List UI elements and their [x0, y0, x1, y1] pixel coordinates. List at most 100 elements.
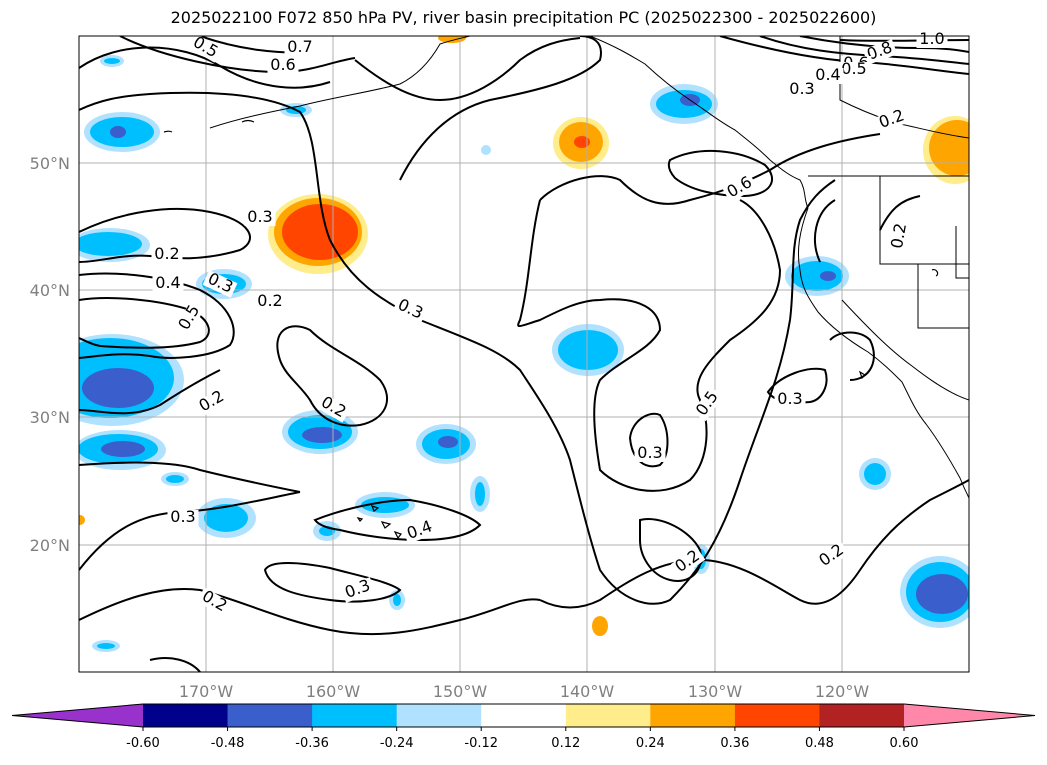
- colorbar-segment: [481, 704, 567, 727]
- colorbar: -0.60 -0.48 -0.36 -0.24 -0.12 0.12 0.24 0.36 0.4…: [11, 703, 1036, 751]
- contour-label: 0.3: [777, 389, 802, 408]
- lat-tick-label: 40°N: [30, 281, 70, 300]
- contour-label-bg: [254, 294, 286, 310]
- coastlines: [209, 36, 969, 499]
- precip-blob: [79, 430, 166, 470]
- colorbar-tick-label: 0.24: [636, 736, 665, 751]
- colorbar-extend-high: [904, 704, 1035, 727]
- precip-blob: [923, 116, 969, 184]
- precip-blob: [268, 194, 368, 274]
- contour-label-bg: [692, 386, 724, 422]
- colorbar-segment: [143, 704, 229, 727]
- grid-lines: [79, 36, 969, 672]
- contour-label: 0.4: [155, 273, 180, 292]
- precip-blob: [481, 145, 491, 155]
- colorbar-segment: [819, 704, 905, 727]
- precip-blob: [161, 472, 189, 486]
- precip-blob: [313, 521, 341, 541]
- lat-tick-label: 50°N: [30, 154, 70, 173]
- precip-blob: [553, 117, 609, 169]
- precip-blob: [196, 498, 256, 538]
- contour-label: 0.6: [270, 55, 295, 74]
- contour-label: 0.3: [170, 507, 195, 526]
- precip-blob: [79, 228, 150, 262]
- contour-label: 1.0: [919, 29, 944, 48]
- lon-tick-label: 150°W: [433, 682, 488, 701]
- contour-label: 0.3: [247, 207, 272, 226]
- colorbar-tick-label: 0.12: [551, 736, 580, 751]
- contour-label-bg: [196, 587, 232, 617]
- pv-contours: [79, 36, 969, 672]
- precip-blob: [859, 458, 891, 490]
- contour-label-bg: [774, 392, 806, 408]
- colorbar-segment: [227, 704, 313, 727]
- latitude-labels: 50°N 40°N 30°N 20°N: [30, 154, 70, 555]
- lon-tick-label: 140°W: [560, 682, 615, 701]
- contour-label: 0.2: [154, 244, 179, 263]
- colorbar-segment: [565, 704, 651, 727]
- colorbar-tick-label: -0.48: [211, 736, 245, 751]
- colorbar-segment: [396, 704, 482, 727]
- contour-label-bg: [194, 387, 230, 417]
- contour-label-bg: [874, 107, 910, 133]
- contour-label: 0.3: [789, 79, 814, 98]
- colorbar-tick-label: -0.24: [380, 736, 414, 751]
- precip-blob: [100, 55, 124, 67]
- lon-tick-label: 120°W: [815, 682, 870, 701]
- contour-label: 0.5: [841, 59, 866, 78]
- precip-blob: [79, 515, 85, 525]
- precip-blob: [84, 112, 160, 152]
- contour-label-bg: [670, 546, 706, 578]
- contour-label-bg: [202, 270, 238, 298]
- contour-label-bg: [315, 393, 351, 423]
- contour-label-bg: [175, 300, 205, 336]
- contour-label-bg: [244, 210, 276, 226]
- contour-label-bg: [889, 219, 911, 253]
- precip-blob: [650, 84, 718, 124]
- contour-label: 0.2: [257, 291, 282, 310]
- contour-label-bg: [722, 173, 758, 203]
- contour-label-bg: [838, 62, 870, 78]
- colorbar-tick-label: 0.48: [805, 736, 834, 751]
- contour-label-bg: [167, 510, 199, 526]
- colorbar-extend-low: [12, 704, 143, 727]
- island-outlines: [163, 119, 939, 540]
- precip-blob: [438, 36, 466, 43]
- contour-label-bg: [812, 68, 844, 84]
- contour-label-bg: [152, 276, 184, 292]
- colorbar-tick-label: 0.60: [890, 736, 919, 751]
- contour-label-bg: [151, 247, 183, 263]
- longitude-labels: 170°W 160°W 150°W 140°W 130°W 120°W: [179, 682, 870, 701]
- precip-blob: [900, 556, 969, 628]
- contour-label-bg: [814, 540, 850, 572]
- precip-blob: [785, 256, 849, 296]
- colorbar-segment: [650, 704, 736, 727]
- map-frame: [78, 35, 970, 673]
- contour-label-bg: [392, 296, 428, 324]
- lat-tick-label: 30°N: [30, 408, 70, 427]
- contour-label-bg: [267, 58, 299, 74]
- contour-label-bg: [340, 577, 376, 603]
- precip-blob: [416, 424, 476, 464]
- colorbar-segment: [312, 704, 398, 727]
- contour-label-bg: [634, 446, 666, 462]
- contour-label-bg: [402, 518, 438, 544]
- contour-label: 0.2: [887, 222, 910, 250]
- colorbar-tick-label: 0.36: [720, 736, 749, 751]
- precip-blob: [592, 616, 608, 636]
- contour-label: 0.7: [287, 37, 312, 56]
- colorbar-tick-label: -0.12: [464, 736, 498, 751]
- colorbar-tick-label: -0.60: [126, 736, 160, 751]
- colorbar-tick-label: -0.36: [295, 736, 329, 751]
- precip-blob: [470, 476, 490, 512]
- precip-shading: [79, 36, 969, 652]
- precip-blob: [552, 324, 624, 376]
- lon-tick-label: 130°W: [688, 682, 743, 701]
- lon-tick-label: 160°W: [306, 682, 361, 701]
- lat-tick-label: 20°N: [30, 536, 70, 555]
- contour-label-bg: [284, 40, 316, 56]
- contour-label-bg: [786, 82, 818, 98]
- contour-label-bg: [187, 33, 223, 63]
- chart-title: 2025022100 F072 850 hPa PV, river basin …: [170, 8, 877, 27]
